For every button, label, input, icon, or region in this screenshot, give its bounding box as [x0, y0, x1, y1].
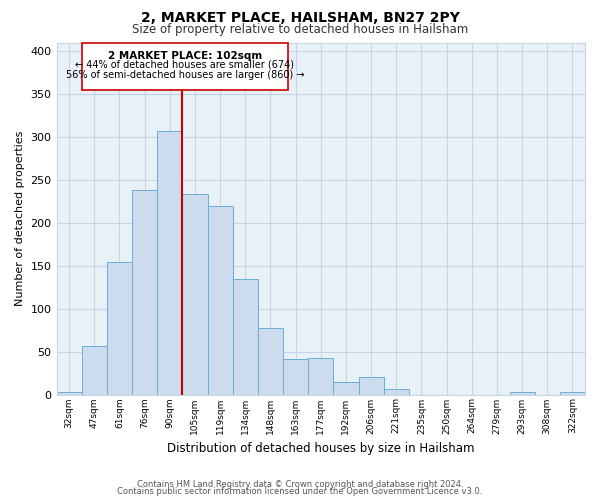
Text: 2, MARKET PLACE, HAILSHAM, BN27 2PY: 2, MARKET PLACE, HAILSHAM, BN27 2PY: [140, 11, 460, 25]
Text: ← 44% of detached houses are smaller (674): ← 44% of detached houses are smaller (67…: [76, 60, 295, 70]
Bar: [509, 392, 535, 394]
Text: 56% of semi-detached houses are larger (860) →: 56% of semi-detached houses are larger (…: [65, 70, 304, 80]
Text: Contains HM Land Registry data © Crown copyright and database right 2024.: Contains HM Land Registry data © Crown c…: [137, 480, 463, 489]
Bar: [283, 360, 308, 394]
Bar: [258, 328, 283, 394]
Text: Contains public sector information licensed under the Open Government Licence v3: Contains public sector information licen…: [118, 487, 482, 496]
Bar: [560, 392, 585, 394]
Bar: [233, 280, 258, 394]
FancyBboxPatch shape: [82, 42, 288, 90]
X-axis label: Distribution of detached houses by size in Hailsham: Distribution of detached houses by size …: [167, 442, 475, 455]
Bar: [157, 131, 182, 394]
Bar: [132, 190, 157, 394]
Bar: [334, 382, 359, 394]
Bar: [359, 378, 383, 394]
Bar: [383, 390, 409, 394]
Bar: [82, 346, 107, 395]
Bar: [308, 358, 334, 394]
Bar: [208, 206, 233, 394]
Text: Size of property relative to detached houses in Hailsham: Size of property relative to detached ho…: [132, 22, 468, 36]
Bar: [107, 262, 132, 394]
Bar: [56, 392, 82, 394]
Text: 2 MARKET PLACE: 102sqm: 2 MARKET PLACE: 102sqm: [108, 51, 262, 61]
Bar: [182, 194, 208, 394]
Y-axis label: Number of detached properties: Number of detached properties: [15, 131, 25, 306]
